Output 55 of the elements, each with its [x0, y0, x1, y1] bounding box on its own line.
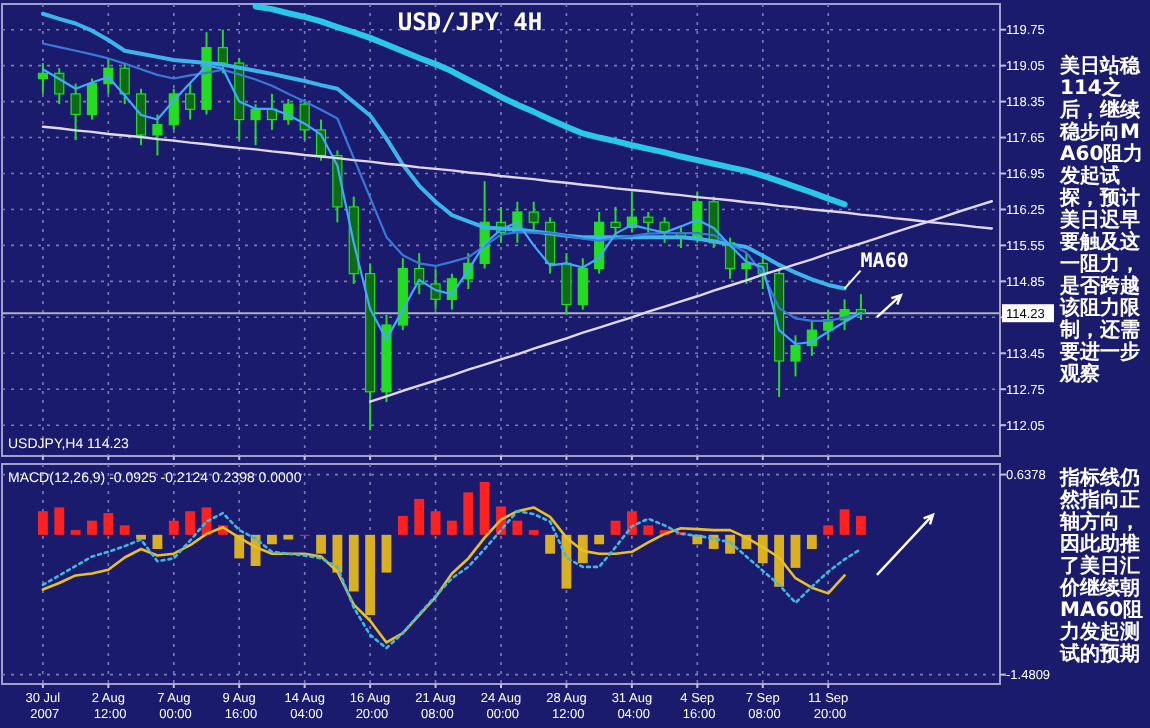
- candlestick: [610, 205, 621, 239]
- bar: [839, 509, 850, 535]
- candlestick: [561, 252, 572, 316]
- candlestick: [185, 82, 196, 121]
- candlestick: [70, 82, 81, 142]
- bar: [316, 534, 326, 554]
- bar: [479, 481, 490, 535]
- bar: [283, 534, 294, 540]
- candlestick: [790, 334, 801, 378]
- candlestick: [430, 267, 441, 311]
- bar: [365, 534, 376, 616]
- bar: [463, 492, 474, 535]
- bar: [447, 520, 457, 535]
- bar: [136, 534, 146, 540]
- candlestick: [250, 103, 261, 147]
- candlestick: [152, 113, 163, 157]
- bar: [381, 534, 392, 573]
- bar: [774, 534, 785, 587]
- bar: [806, 534, 817, 549]
- bar: [152, 534, 163, 549]
- candlestick: [86, 77, 98, 121]
- bar: [594, 534, 605, 545]
- line-series: [40, 11, 847, 291]
- bar: [185, 511, 196, 535]
- text: 美日站稳114之后，继续稳步向MA60阻力发起试探，预计美日迟早要触及这一阻力，是否跨越该阻力限制，还需要进一步观察: [1060, 56, 1144, 386]
- text: 指标线仍然指向正轴方向，因此助推了美日汇价继续朝MA60阻力发起测试的预期: [1060, 468, 1144, 666]
- bar: [348, 534, 359, 592]
- candlestick: [135, 87, 147, 147]
- bar: [856, 515, 866, 535]
- bar: [267, 534, 277, 545]
- bar: [37, 511, 48, 535]
- line-series: [252, 3, 848, 208]
- bar: [512, 520, 523, 535]
- bar: [643, 525, 654, 535]
- candlestick: [217, 28, 228, 75]
- bar: [790, 534, 801, 568]
- bar: [54, 507, 65, 535]
- candlestick: [528, 200, 539, 234]
- bar: [430, 511, 441, 535]
- candlestick: [741, 252, 752, 285]
- candlestick: [577, 257, 588, 311]
- bar: [610, 520, 621, 535]
- bar: [414, 498, 425, 535]
- bar: [545, 534, 555, 554]
- bar: [823, 525, 834, 535]
- bar: [87, 520, 97, 535]
- candlestick: [643, 211, 654, 234]
- candlestick: [37, 62, 48, 95]
- bar: [397, 515, 408, 535]
- bar: [168, 520, 179, 535]
- series-label: MA60: [860, 250, 909, 273]
- bar: [119, 525, 130, 535]
- chart-title: USD/JPY 4H: [397, 8, 543, 36]
- bar: [103, 513, 114, 535]
- candlestick: [119, 62, 130, 106]
